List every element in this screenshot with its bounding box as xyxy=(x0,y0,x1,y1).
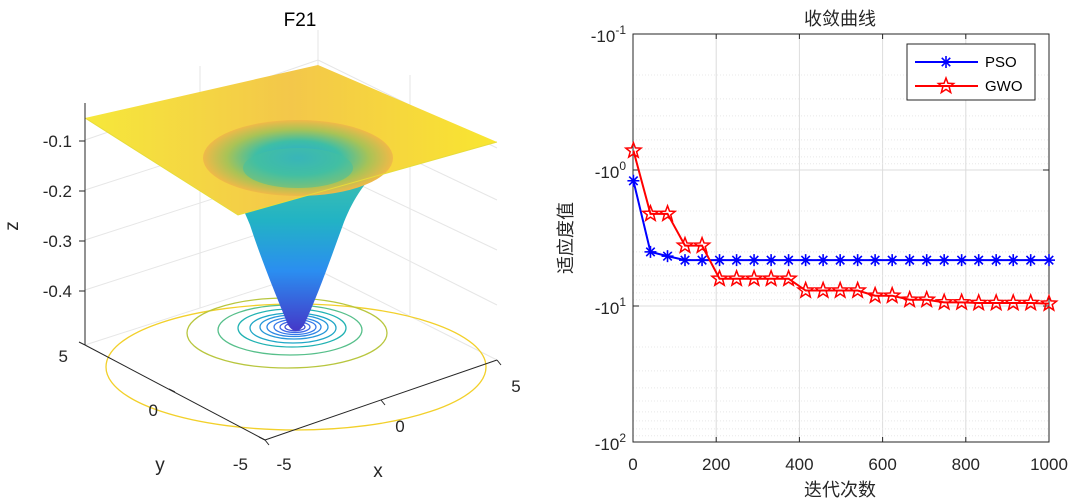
series-line-gwo xyxy=(632,150,1050,305)
data-point-pso xyxy=(644,245,657,258)
data-point-pso xyxy=(851,254,864,267)
z-tick-label: -0.1 xyxy=(43,132,72,151)
z-tick-label: -0.4 xyxy=(43,282,72,301)
data-point-gwo xyxy=(657,203,678,223)
data-point-pso xyxy=(627,174,640,187)
data-point-gwo xyxy=(726,268,747,287)
x-tick-label: -5 xyxy=(276,455,291,474)
x-tick-label: 200 xyxy=(702,455,730,474)
data-point-gwo xyxy=(986,292,1006,312)
plot-frame xyxy=(632,33,1050,443)
data-point-pso xyxy=(1024,254,1037,267)
x-tick-label: 800 xyxy=(952,455,980,474)
data-point-gwo xyxy=(934,292,954,311)
legend-label-gwo: GWO xyxy=(985,78,1023,95)
data-point-pso xyxy=(679,254,691,267)
data-point-pso xyxy=(730,254,743,267)
x-axis-label: 迭代次数 xyxy=(804,480,876,500)
data-point-gwo xyxy=(1003,292,1023,312)
data-point-gwo xyxy=(761,268,781,287)
data-point-pso xyxy=(817,254,830,267)
x-tick-label: 600 xyxy=(868,455,896,474)
data-point-pso xyxy=(748,254,761,267)
data-point-gwo xyxy=(1039,293,1059,312)
x-tick-label: 5 xyxy=(511,377,520,396)
y-tick-label: -100 xyxy=(595,159,627,182)
data-point-pso xyxy=(920,254,933,267)
data-point-pso xyxy=(661,250,674,263)
x-tick-label: 0 xyxy=(395,417,404,436)
data-point-gwo xyxy=(847,280,868,299)
data-point-gwo xyxy=(917,289,937,308)
data-point-pso xyxy=(972,254,985,267)
legend-marker-gwo xyxy=(936,75,956,95)
y-tick-label: 5 xyxy=(59,347,68,366)
x-axis-label: x xyxy=(373,461,383,482)
data-point-pso xyxy=(834,254,847,267)
legend-entry-gwo xyxy=(915,75,978,95)
surface-plot: F21 xyxy=(2,10,521,482)
surface-title: F21 xyxy=(284,10,317,31)
z-tick-label: -0.2 xyxy=(43,182,72,201)
x-tick-label: 0 xyxy=(628,455,637,474)
y-tick-label: -5 xyxy=(233,455,248,474)
data-point-pso xyxy=(886,254,899,267)
y-axis-line xyxy=(84,344,266,441)
convergence-series xyxy=(623,140,1059,312)
y-tick-label: 0 xyxy=(149,401,158,420)
convergence-plot: 收敛曲线 0 200 400 600 800 1000 -10-1 -100 -… xyxy=(556,9,1068,500)
data-point-gwo xyxy=(692,235,712,254)
data-point-gwo xyxy=(1021,292,1041,312)
surface-axes xyxy=(78,103,502,446)
legend-label-pso: PSO xyxy=(985,54,1017,71)
data-point-pso xyxy=(869,254,882,267)
data-point-gwo xyxy=(882,285,902,304)
data-point-gwo xyxy=(951,292,972,311)
legend-entry-pso xyxy=(915,56,978,68)
data-point-pso xyxy=(765,254,778,267)
legend: PSO GWO xyxy=(906,43,1036,101)
data-point-gwo xyxy=(899,289,920,308)
data-point-gwo xyxy=(813,280,833,299)
y-tick-label: -102 xyxy=(595,431,627,454)
y-tick-label: -10-1 xyxy=(591,23,627,46)
convergence-title: 收敛曲线 xyxy=(804,9,876,30)
data-point-gwo xyxy=(795,280,816,299)
data-point-pso xyxy=(903,254,916,267)
data-point-pso xyxy=(990,254,1003,267)
x-tick-label: 400 xyxy=(785,455,813,474)
data-point-gwo xyxy=(778,268,799,287)
data-point-gwo xyxy=(969,292,989,312)
surface-mesh xyxy=(84,65,498,331)
data-point-pso xyxy=(955,254,968,267)
data-point-pso xyxy=(782,254,795,267)
data-point-gwo xyxy=(744,268,764,287)
x-tick-label: 1000 xyxy=(1030,455,1068,474)
data-point-gwo xyxy=(865,285,885,304)
y-tick-label: -101 xyxy=(595,295,627,318)
data-point-gwo xyxy=(640,203,661,223)
data-point-gwo xyxy=(709,268,730,287)
data-point-gwo xyxy=(675,235,695,254)
legend-box xyxy=(906,43,1036,101)
data-point-gwo xyxy=(830,280,850,299)
z-tick-label: -0.3 xyxy=(43,232,72,251)
data-point-pso xyxy=(1007,254,1020,267)
z-axis-label: z xyxy=(2,221,23,231)
data-point-pso xyxy=(713,254,726,267)
data-point-pso xyxy=(1043,254,1055,267)
y-axis-label: 适应度值 xyxy=(556,202,577,274)
data-point-pso xyxy=(938,254,951,267)
data-point-pso xyxy=(696,254,709,267)
data-point-gwo xyxy=(623,140,644,159)
y-axis-label: y xyxy=(155,455,165,476)
data-point-pso xyxy=(799,254,812,267)
legend-marker-pso xyxy=(940,56,952,68)
